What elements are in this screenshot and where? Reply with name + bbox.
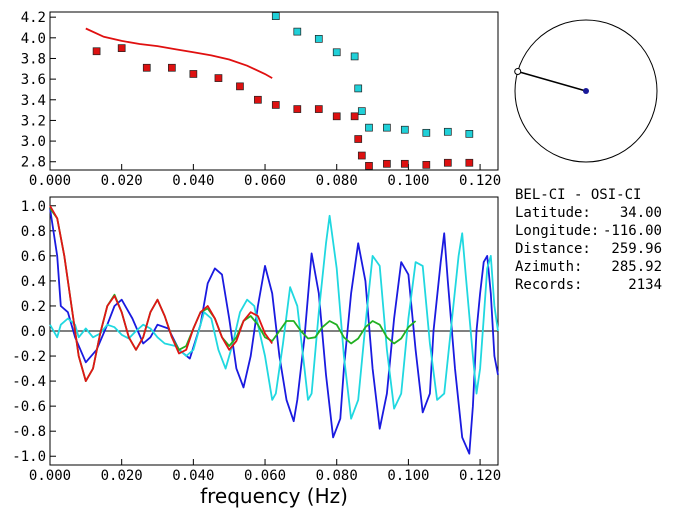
dispersion-marker [422, 128, 431, 137]
dispersion-marker [465, 130, 474, 138]
azimuth-value: 285.92 [611, 259, 662, 275]
bottom-y-tick-label: 0.2 [21, 299, 46, 315]
bottom-y-tick-label: -1.0 [12, 449, 46, 465]
bottom-y-tick-label: 0.0 [21, 324, 46, 340]
dispersion-marker [443, 158, 452, 167]
bottom-y-tick-label: -0.6 [12, 399, 46, 415]
bottom-x-tick-label: 0.080 [316, 468, 358, 484]
dispersion-marker [293, 27, 302, 36]
azimuth-circle [514, 19, 658, 163]
dispersion-marker [350, 52, 359, 61]
top-y-tick-label: 4.0 [21, 31, 46, 47]
dispersion-marker [354, 84, 363, 93]
azimuth-label: Azimuth: [515, 259, 582, 275]
top-x-tick-label: 0.120 [459, 173, 501, 189]
dispersion-marker [117, 44, 126, 52]
correlation-plot: 0.000 0.020 0.040 0.060 0.080 0.100 0.120 1.0 0.… [12, 196, 501, 508]
top-y-tick-label: 3.2 [21, 113, 46, 129]
top-x-tick-label: 0.020 [101, 173, 143, 189]
bottom-x-tick-label: 0.100 [387, 468, 429, 484]
dispersion-marker [350, 112, 359, 121]
dispersion-curve [85, 27, 273, 79]
dispersion-marker [465, 158, 474, 167]
top-y-tick-label: 3.8 [21, 51, 46, 67]
x-axis-title: frequency (Hz) [200, 484, 348, 508]
azimuth-line [517, 70, 587, 92]
bottom-y-tick-label: 0.6 [21, 249, 46, 265]
dispersion-marker [92, 47, 101, 56]
dispersion-marker [271, 101, 280, 109]
dispersion-marker [142, 63, 151, 72]
bottom-x-tick-label: 0.000 [29, 468, 71, 484]
dispersion-marker [383, 159, 391, 168]
bottom-y-tick-label: 0.4 [21, 274, 46, 290]
distance-label: Distance: [515, 241, 591, 257]
top-x-tick-label: 0.040 [172, 173, 214, 189]
dispersion-marker [422, 160, 431, 169]
dispersion-marker [400, 159, 409, 168]
dispersion-marker [357, 107, 366, 115]
dispersion-marker [314, 105, 323, 113]
dispersion-marker [357, 151, 366, 160]
dispersion-marker [332, 112, 341, 121]
dispersion-marker [365, 123, 373, 132]
records-label: Records: [515, 277, 582, 293]
dispersion-marker [365, 162, 373, 170]
longitude-value: -116.00 [603, 223, 662, 239]
top-x-tick-label: 0.000 [29, 173, 71, 189]
correlation-trace [49, 214, 499, 420]
dispersion-marker [383, 123, 391, 132]
bottom-y-tick-label: 1.0 [21, 199, 46, 215]
dispersion-marker [236, 82, 244, 91]
dispersion-marker [271, 12, 280, 20]
dispersion-marker [332, 48, 341, 57]
dispersion-marker [293, 105, 302, 113]
top-x-tick-label: 0.100 [387, 173, 429, 189]
bottom-y-tick-label: -0.8 [12, 424, 46, 440]
bottom-y-tick-label: -0.4 [12, 374, 46, 390]
dispersion-marker [214, 74, 223, 82]
longitude-label: Longitude: [515, 223, 599, 239]
bottom-x-tick-label: 0.020 [101, 468, 143, 484]
top-y-tick-label: 3.6 [21, 72, 46, 88]
top-x-tick-label: 0.060 [244, 173, 286, 189]
bottom-x-tick-label: 0.040 [172, 468, 214, 484]
top-y-tick-label: 3.4 [21, 93, 46, 109]
latitude-label: Latitude: [515, 205, 591, 221]
dispersion-marker [354, 135, 363, 143]
records-value: 2134 [628, 277, 662, 293]
azimuth-dial [514, 19, 658, 163]
station-info-panel: BEL-CI - OSI-CI Latitude: 34.00 Longitud… [515, 187, 662, 293]
dispersion-marker [314, 34, 323, 43]
dispersion-marker [443, 127, 452, 136]
bottom-x-tick-label: 0.120 [459, 468, 501, 484]
bottom-y-tick-label: 0.8 [21, 224, 46, 240]
station-pair-title: BEL-CI - OSI-CI [515, 187, 641, 203]
correlation-trace [49, 207, 417, 382]
dispersion-marker [400, 125, 409, 134]
distance-value: 259.96 [611, 241, 662, 257]
top-x-tick-label: 0.080 [316, 173, 358, 189]
azimuth-tip-marker [514, 68, 522, 76]
top-y-tick-label: 2.8 [21, 155, 46, 171]
bottom-y-tick-label: -0.2 [12, 349, 46, 365]
bottom-x-tick-label: 0.060 [244, 468, 286, 484]
top-y-tick-label: 4.2 [21, 10, 46, 26]
dispersion-plot-frame [49, 11, 499, 171]
dispersion-marker [168, 63, 176, 72]
dispersion-marker [254, 95, 262, 104]
latitude-value: 34.00 [620, 205, 662, 221]
top-y-tick-label: 3.0 [21, 134, 46, 150]
dispersion-marker [189, 70, 198, 78]
azimuth-center-dot [583, 88, 589, 94]
correlation-trace [49, 205, 273, 382]
dispersion-plot: 0.000 0.020 0.040 0.060 0.080 0.100 0.120 2.8 3.… [21, 10, 501, 189]
